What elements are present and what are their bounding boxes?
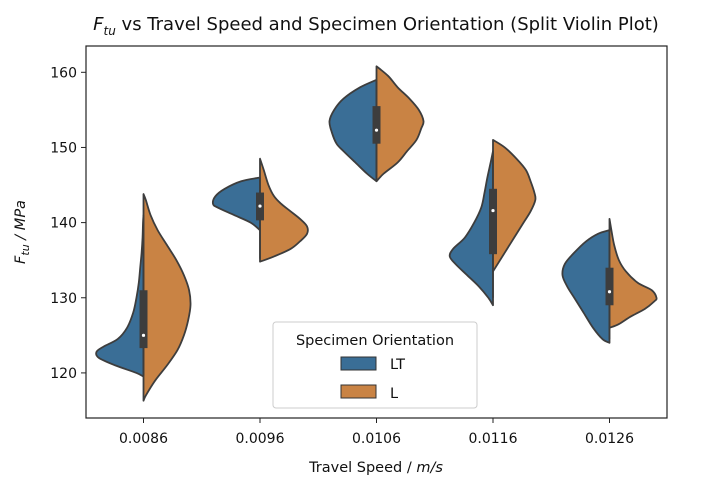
y-axis-label: Ftu / MPa xyxy=(13,200,32,264)
title-rest: vs Travel Speed and Specimen Orientation… xyxy=(116,14,659,35)
y-axis-label-subscript: tu xyxy=(19,244,32,255)
x-tick-label: 0.0096 xyxy=(236,431,285,447)
violin-l-0.0126 xyxy=(608,217,658,329)
legend-label-lt: LT xyxy=(390,357,405,373)
x-tick-label: 0.0116 xyxy=(469,431,518,447)
box-median xyxy=(607,290,612,294)
violin-lt-0.0126 xyxy=(561,229,611,344)
x-tick-label: 0.0106 xyxy=(352,431,401,447)
x-tick-label: 0.0086 xyxy=(119,431,168,447)
violin-l-0.0116 xyxy=(492,139,537,273)
x-tick-label: 0.0126 xyxy=(585,431,634,447)
y-tick-label: 120 xyxy=(50,366,77,382)
violin-l-0.0096 xyxy=(259,157,309,263)
y-axis-label-symbol: F xyxy=(13,255,29,264)
y-tick-label: 130 xyxy=(50,291,77,307)
legend-title: Specimen Orientation xyxy=(296,333,454,349)
box-iqr xyxy=(489,188,497,255)
chart-title: Ftu vs Travel Speed and Specimen Orienta… xyxy=(93,14,659,38)
violin-lt-0.0106 xyxy=(328,78,378,183)
violin-lt-0.0096 xyxy=(212,176,261,232)
x-axis-label-text: Travel Speed / xyxy=(308,460,416,476)
title-subscript: tu xyxy=(104,24,117,38)
y-axis-label-rest: / MPa xyxy=(13,200,29,244)
y-tick-label: 160 xyxy=(50,65,77,81)
legend-swatch-lt xyxy=(340,356,377,371)
violin-l-0.0106 xyxy=(375,65,425,183)
x-axis-label-unit: m/s xyxy=(416,460,443,476)
violin-lt-0.0086 xyxy=(95,214,145,378)
legend-label-l: L xyxy=(390,386,398,402)
box-median xyxy=(374,128,379,132)
box-iqr xyxy=(605,267,614,306)
y-tick-label: 150 xyxy=(50,140,77,156)
box-iqr xyxy=(372,106,381,144)
legend: Specimen Orientation LT L xyxy=(272,321,478,409)
box-iqr xyxy=(139,290,148,349)
y-axis: 120 130 140 150 160 xyxy=(50,65,86,382)
violin-layer xyxy=(95,65,658,402)
legend-swatch-l xyxy=(340,384,377,399)
violin-lt-0.0116 xyxy=(448,150,494,307)
x-axis-label: Travel Speed / m/s xyxy=(308,460,443,476)
box-median xyxy=(258,204,262,208)
y-tick-label: 140 xyxy=(50,216,77,232)
violin-l-0.0086 xyxy=(142,193,192,402)
title-symbol: F xyxy=(93,14,104,35)
box-layer xyxy=(139,79,614,376)
box-median xyxy=(141,333,146,337)
x-axis: 0.0086 0.0096 0.0106 0.0116 0.0126 xyxy=(119,418,634,447)
box-median xyxy=(491,208,495,213)
